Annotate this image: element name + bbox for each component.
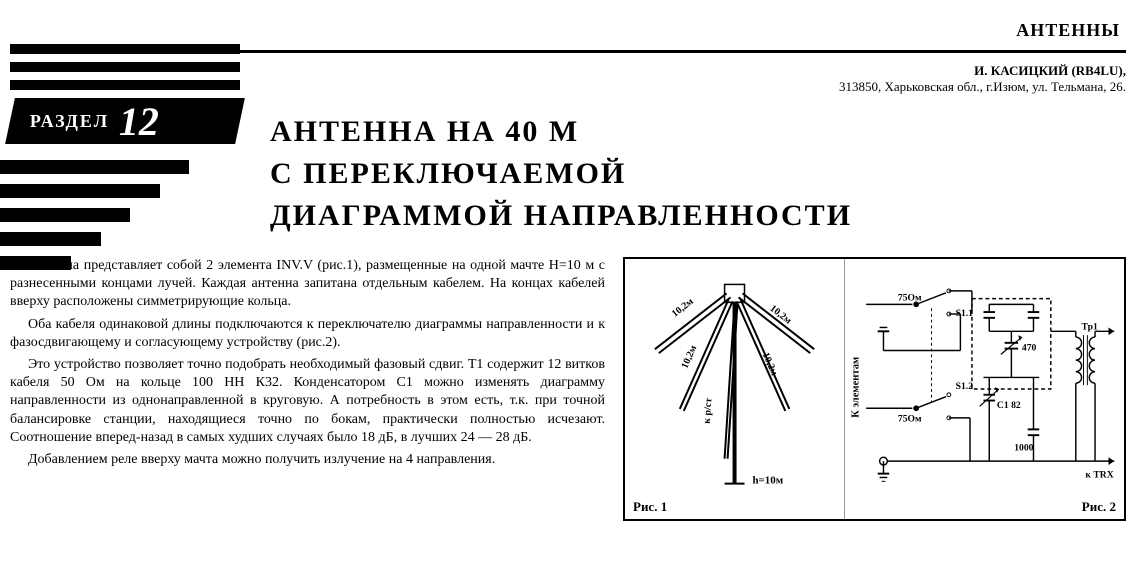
mast-height: h=10м (752, 475, 783, 487)
category-header: АНТЕННЫ (1016, 20, 1120, 41)
c2-label: 1000 (1014, 443, 1033, 454)
len-label-3: 10,2м (679, 344, 699, 371)
article-body: Антенна представляет собой 2 элемента IN… (10, 257, 605, 521)
len-label-1: 10,2м (670, 296, 696, 320)
title-line-3: ДИАГРАММОЙ НАПРАВЛЕННОСТИ (270, 195, 1126, 237)
lower-stripes (0, 160, 210, 280)
r2-label: 75Ом (898, 414, 922, 425)
badge-main: РАЗДЕЛ 12 (5, 98, 245, 144)
fig1-label: Рис. 1 (633, 499, 667, 515)
feed-label: к р/ст (702, 397, 715, 424)
title-line-1: АНТЕННА НА 40 М (270, 111, 1126, 153)
c1-label: C1 82 (997, 400, 1021, 411)
paragraph-4: Добавлением реле вверху мачта можно полу… (10, 451, 605, 469)
figure-1: 10,2м 10,2м 10,2м 10,2м к р/ст h=10м Рис… (625, 259, 844, 519)
cvar-label: 470 (1022, 343, 1037, 354)
len-label-4: 10,2м (760, 351, 780, 378)
section-label: РАЗДЕЛ (30, 111, 109, 132)
section-badge: РАЗДЕЛ 12 (10, 44, 240, 144)
figures-box: 10,2м 10,2м 10,2м 10,2м к р/ст h=10м Рис… (623, 257, 1126, 521)
r1-label: 75Ом (898, 293, 922, 304)
s2-label: S1.2 (956, 381, 974, 392)
article-title: АНТЕННА НА 40 М С ПЕРЕКЛЮЧАЕМОЙ ДИАГРАММ… (270, 111, 1126, 237)
out-label: к TRX (1086, 469, 1114, 480)
schematic-diagram: К элементам 75Ом 75Ом S1.1 S1.2 (845, 259, 1124, 519)
side-label: К элементам (851, 357, 862, 418)
antenna-diagram: 10,2м 10,2м 10,2м 10,2м к р/ст h=10м (625, 259, 844, 519)
section-number: 12 (119, 98, 159, 145)
paragraph-3: Это устройство позволяет точно подобрать… (10, 356, 605, 447)
title-line-2: С ПЕРЕКЛЮЧАЕМОЙ (270, 153, 1126, 195)
paragraph-2: Оба кабеля одинаковой длины подключаются… (10, 316, 605, 352)
figure-2: К элементам 75Ом 75Ом S1.1 S1.2 (844, 259, 1124, 519)
fig2-label: Рис. 2 (1082, 499, 1116, 515)
